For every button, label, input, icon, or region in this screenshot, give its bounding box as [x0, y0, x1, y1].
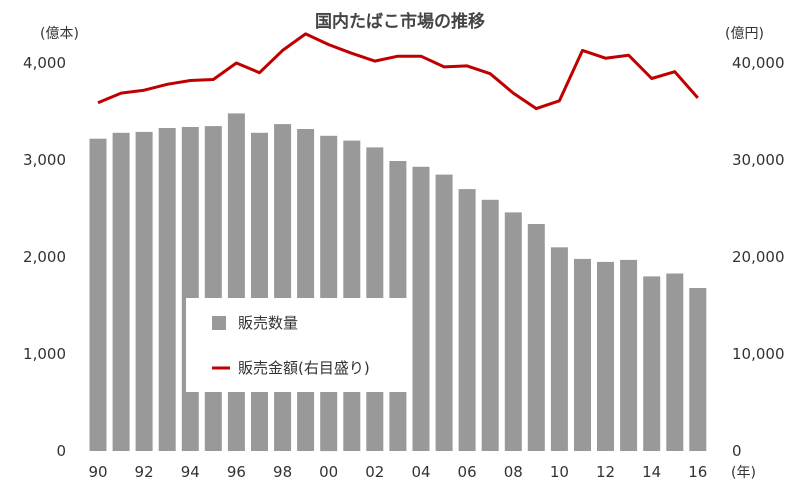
x-tick-label: 90 — [88, 463, 107, 481]
bar-series-group — [89, 113, 707, 452]
right-tick-label: 30,000 — [732, 151, 785, 169]
right-tick-label: 40,000 — [732, 54, 785, 72]
bar-2014 — [643, 276, 661, 451]
left-tick-label: 3,000 — [23, 151, 66, 169]
right-axis-unit: (億円) — [725, 26, 764, 42]
left-axis-unit: (億本) — [40, 26, 79, 42]
chart-title: 国内たばこ市場の推移 — [315, 11, 485, 32]
bar-2015 — [666, 273, 684, 451]
x-tick-label: 02 — [365, 463, 384, 481]
bar-2006 — [458, 189, 476, 451]
x-tick-label: 00 — [319, 463, 338, 481]
bar-1995 — [204, 126, 222, 451]
bar-2005 — [435, 174, 453, 451]
x-tick-label: 92 — [135, 463, 154, 481]
x-tick-label: 12 — [596, 463, 615, 481]
bar-1997 — [251, 132, 268, 452]
x-tick-label: 04 — [411, 463, 430, 481]
bar-2012 — [597, 261, 614, 451]
bar-2016 — [689, 288, 707, 451]
bar-1999 — [297, 129, 315, 451]
bar-2000 — [320, 135, 338, 452]
x-axis-unit: (年) — [731, 465, 756, 481]
right-tick-label: 0 — [732, 442, 742, 460]
x-tick-label: 98 — [273, 463, 292, 481]
x-tick-label: 96 — [227, 463, 246, 481]
legend-label-bar: 販売数量 — [238, 314, 298, 332]
line-series-group — [97, 32, 699, 111]
right-axis: 0 10,000 20,000 30,000 40,000 — [732, 54, 785, 460]
left-tick-label: 0 — [56, 442, 66, 460]
bar-1993 — [158, 128, 176, 451]
x-tick-label: 10 — [550, 463, 569, 481]
x-tick-label: 14 — [642, 463, 661, 481]
x-tick-label: 16 — [688, 463, 707, 481]
sales-amount-line — [97, 32, 699, 111]
left-tick-label: 2,000 — [23, 248, 66, 266]
legend-swatch-bar — [212, 316, 226, 330]
bar-2007 — [481, 199, 499, 451]
legend: 販売数量 販売金額(右目盛り) — [186, 298, 408, 392]
bar-1994 — [181, 127, 199, 451]
bar-2009 — [527, 224, 545, 451]
x-tick-label: 06 — [458, 463, 477, 481]
bar-1998 — [274, 124, 292, 451]
bar-2011 — [574, 258, 591, 451]
bar-2001 — [343, 140, 361, 451]
right-tick-label: 20,000 — [732, 248, 785, 266]
x-axis: 90 92 94 96 98 00 02 04 06 08 10 12 14 16 — [88, 463, 707, 481]
legend-label-line: 販売金額(右目盛り) — [238, 359, 370, 377]
left-axis: 0 1,000 2,000 3,000 4,000 — [23, 54, 66, 460]
x-tick-label: 08 — [504, 463, 523, 481]
right-tick-label: 10,000 — [732, 345, 785, 363]
left-tick-label: 4,000 — [23, 54, 66, 72]
bar-1992 — [135, 131, 153, 451]
bar-2013 — [620, 259, 638, 451]
bar-1996 — [227, 113, 245, 452]
bar-1991 — [112, 132, 130, 452]
left-tick-label: 1,000 — [23, 345, 66, 363]
bar-2004 — [412, 166, 430, 452]
bar-2008 — [504, 212, 522, 451]
bar-1990 — [89, 138, 107, 451]
bar-2010 — [550, 247, 568, 451]
x-tick-label: 94 — [181, 463, 200, 481]
legend-background — [186, 298, 408, 392]
